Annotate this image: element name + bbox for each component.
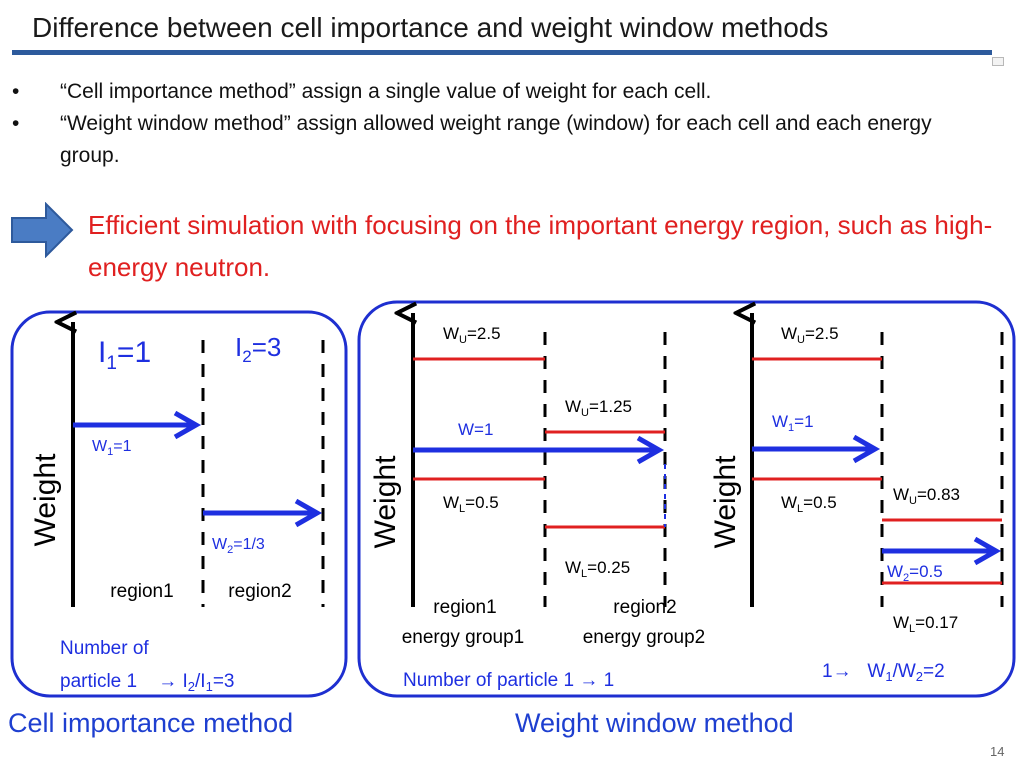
bullet-list: • “Cell importance method” assign a sing… bbox=[10, 76, 1010, 172]
cell-importance-caption: Cell importance method bbox=[8, 708, 294, 738]
highlight-text: Efficient simulation with focusing on th… bbox=[88, 210, 993, 282]
weight-w-label: W=1 bbox=[458, 420, 493, 439]
weight-window-caption: Weight window method bbox=[515, 708, 794, 738]
wl-label: WL=0.25 bbox=[565, 558, 630, 580]
bullet-text: “Cell importance method” assign a single… bbox=[60, 80, 712, 103]
region2-label: region2 bbox=[613, 597, 676, 618]
particle-note-line1: Number of bbox=[60, 638, 149, 659]
energy-group1-label: energy group1 bbox=[402, 627, 525, 648]
weight-w1-label: W1=1 bbox=[92, 438, 132, 458]
particle-note-line2: particle 1 → I2/I1=3 bbox=[60, 671, 234, 694]
weight-axis-label: Weight bbox=[369, 455, 402, 548]
title-underline-tail bbox=[992, 57, 1004, 66]
bullet-marker: • bbox=[12, 80, 20, 103]
weight-w1-label: W1=1 bbox=[772, 412, 814, 434]
bullet-marker: • bbox=[12, 112, 20, 135]
wu-label: WU=1.25 bbox=[565, 397, 632, 419]
bullet-item: • “Weight window method” assign allowed … bbox=[10, 108, 1010, 172]
bullet-item: • “Cell importance method” assign a sing… bbox=[10, 76, 1010, 108]
region1-label: region1 bbox=[110, 581, 173, 602]
wu-label: WU=2.5 bbox=[443, 324, 501, 346]
wl-label: WL=0.5 bbox=[443, 493, 499, 515]
weight-axis-label: Weight bbox=[709, 455, 742, 548]
energy-group2-label: energy group2 bbox=[583, 627, 706, 648]
region2-label: region2 bbox=[228, 581, 291, 602]
weight-ratio-note: 1→ W1/W2=2 bbox=[822, 661, 945, 684]
wu-label: WU=0.83 bbox=[893, 485, 960, 507]
wu-label: WU=2.5 bbox=[781, 324, 839, 346]
importance-i2-label: I2=3 bbox=[235, 332, 281, 366]
bullet-text: “Weight window method” assign allowed we… bbox=[60, 112, 932, 167]
wl-label: WL=0.17 bbox=[893, 613, 958, 635]
slide-title: Difference between cell importance and w… bbox=[32, 12, 829, 43]
wl-label: WL=0.5 bbox=[781, 493, 837, 515]
weight-window-panel bbox=[357, 300, 1016, 698]
cell-importance-panel bbox=[10, 310, 348, 698]
weight-axis-label: Weight bbox=[29, 453, 62, 546]
weight-w2-label: W2=0.5 bbox=[887, 562, 943, 584]
particle-note: Number of particle 1 → 1 bbox=[403, 670, 614, 691]
page-number: 14 bbox=[990, 744, 1005, 759]
importance-i1-label: I1=1 bbox=[98, 336, 151, 374]
region1-label: region1 bbox=[433, 597, 496, 618]
title-underline bbox=[12, 50, 992, 55]
weight-w2-label: W2=1/3 bbox=[212, 536, 265, 556]
right-arrow-icon bbox=[11, 202, 74, 258]
